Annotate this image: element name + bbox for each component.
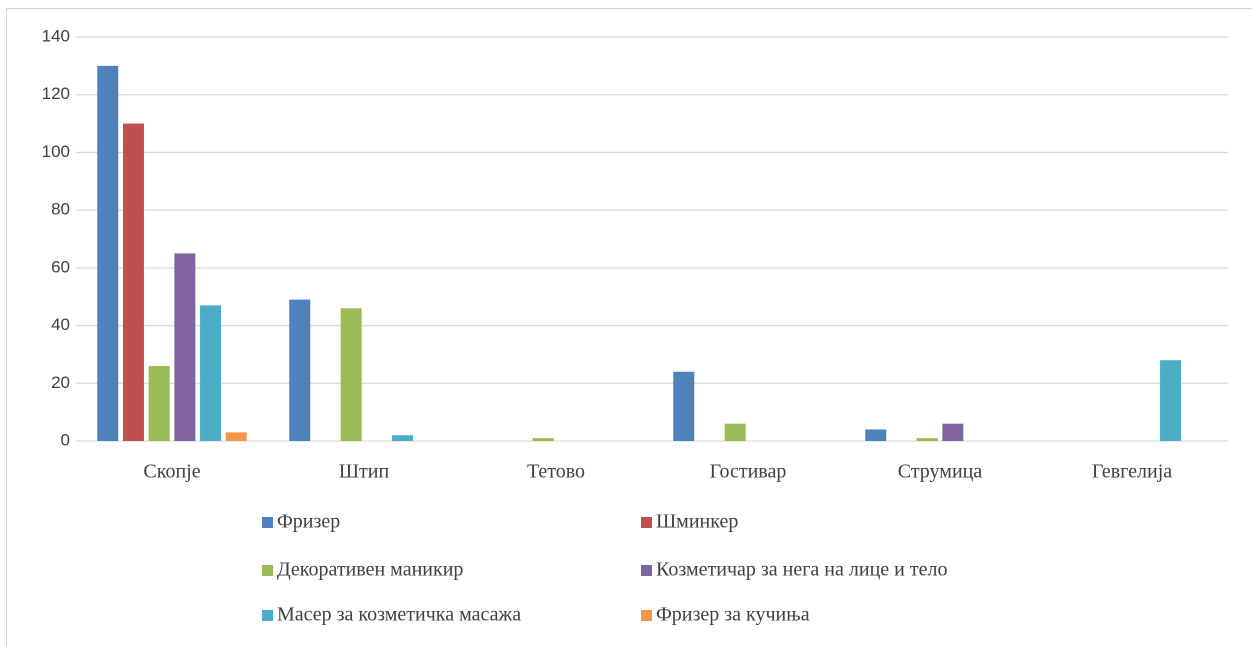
- legend-swatch: [262, 610, 273, 621]
- y-tick-label: 120: [42, 84, 70, 103]
- y-tick-label: 140: [42, 26, 70, 45]
- x-tick-label: Скопје: [143, 461, 200, 483]
- legend-label: Фризер за кучиња: [656, 604, 810, 626]
- chart-frame: [6, 8, 1252, 646]
- bar: [392, 435, 414, 441]
- legend-swatch: [262, 565, 273, 576]
- bar: [724, 423, 746, 441]
- bar: [148, 365, 170, 441]
- legend-label: Фризер: [277, 511, 340, 533]
- bar: [122, 123, 144, 442]
- y-tick-label: 20: [51, 373, 70, 392]
- legend-swatch: [641, 517, 652, 528]
- y-tick-label: 100: [42, 142, 70, 161]
- x-tick-label: Тетово: [527, 461, 585, 483]
- legend-swatch: [262, 517, 273, 528]
- x-tick-label: Гостивар: [710, 461, 787, 483]
- legend-swatch: [641, 610, 652, 621]
- bar: [225, 432, 247, 441]
- y-tick-label: 0: [61, 430, 70, 449]
- y-tick-label: 60: [51, 257, 70, 276]
- legend-label: Декоративен маникир: [277, 559, 463, 581]
- legend-label: Шминкер: [656, 511, 738, 533]
- y-tick-label: 40: [51, 315, 70, 334]
- bar: [673, 371, 695, 441]
- bar: [865, 429, 887, 441]
- x-tick-label: Штип: [339, 461, 390, 483]
- bar: [174, 253, 196, 441]
- bar: [942, 423, 964, 441]
- legend-label: Масер за козметичка масажа: [277, 604, 521, 626]
- bar: [289, 299, 311, 441]
- bar: [1160, 360, 1182, 441]
- bar: [532, 438, 554, 441]
- bar: [340, 308, 362, 441]
- bar: [916, 438, 938, 441]
- legend-swatch: [641, 565, 652, 576]
- legend-label: Козметичар за нега на лице и тело: [656, 559, 947, 581]
- x-tick-label: Гевгелија: [1092, 461, 1172, 483]
- x-tick-label: Струмица: [898, 461, 983, 483]
- bar: [200, 305, 222, 441]
- y-tick-label: 80: [51, 200, 70, 219]
- bar: [97, 65, 119, 441]
